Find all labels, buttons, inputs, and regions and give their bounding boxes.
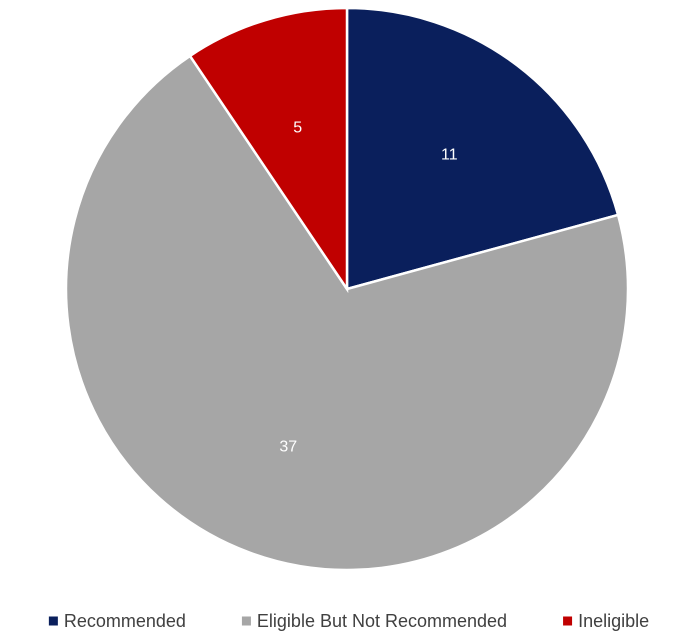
legend-item-ineligible: Ineligible	[563, 611, 649, 631]
pie-slice-recommended	[345, 6, 620, 291]
legend-marker-recommended	[48, 616, 58, 626]
data-label-eligible-but-not-recommended: 37	[279, 439, 297, 456]
data-label-recommended: 11	[441, 146, 458, 163]
legend-item-recommended: Recommended	[48, 611, 186, 631]
pie-slice-eligible-but-not-recommended	[64, 54, 630, 572]
data-label-ineligible: 5	[293, 119, 302, 136]
legend-label-ineligible: Ineligible	[578, 611, 649, 631]
legend-label-recommended: Recommended	[64, 611, 186, 631]
legend: Recommended Eligible But Not Recommended I…	[48, 611, 649, 631]
legend-label-eligible-but-not-recommended: Eligible But Not Recommended	[257, 611, 507, 631]
legend-item-eligible-but-not-recommended: Eligible But Not Recommended	[241, 611, 507, 631]
pie-slice-ineligible	[188, 6, 349, 294]
pie-slices	[64, 6, 630, 572]
legend-marker-ineligible	[563, 616, 573, 626]
legend-marker-eligible-but-not-recommended	[241, 616, 251, 626]
pie-data-labels: 11 37 5	[279, 119, 457, 455]
